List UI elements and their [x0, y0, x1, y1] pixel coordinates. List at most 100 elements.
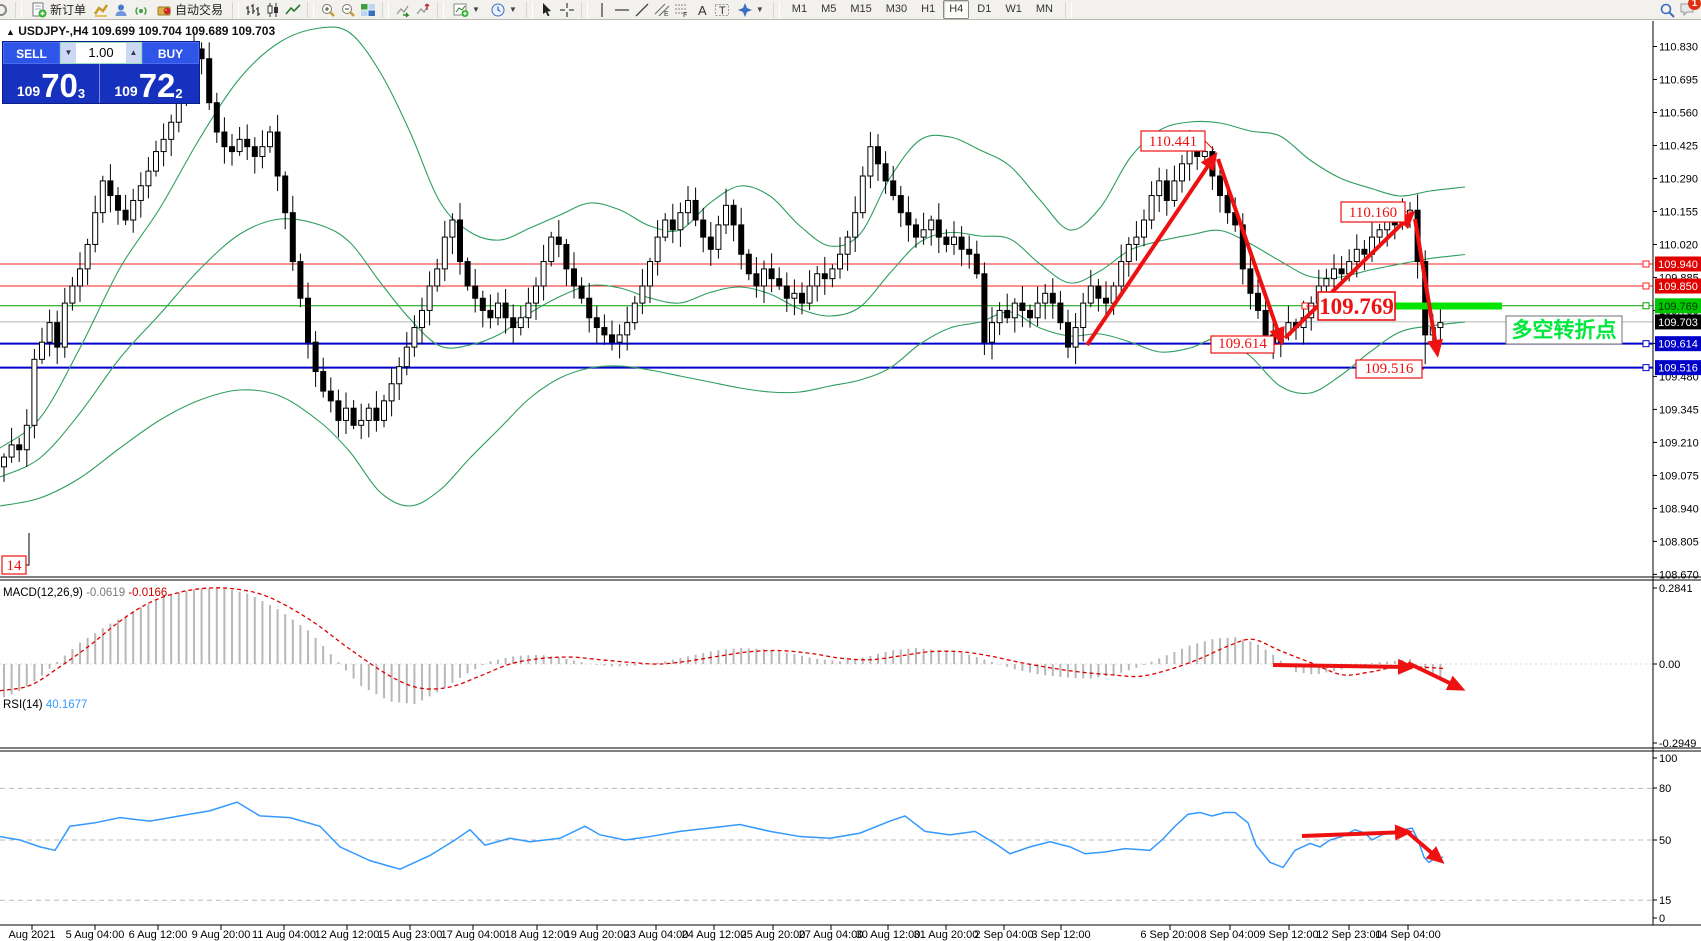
volume-down-button[interactable]: ▼ — [61, 43, 76, 63]
vertical-line-tool-icon[interactable] — [594, 2, 610, 18]
left-marker-text: 14 — [7, 558, 23, 574]
candle — [943, 229, 950, 253]
candle — [1437, 308, 1444, 343]
candle-body — [723, 204, 729, 226]
gold-chart-icon[interactable] — [93, 2, 109, 18]
zoom-in-icon[interactable] — [320, 2, 336, 18]
timeframe-button-h4[interactable]: H4 — [943, 0, 970, 19]
fibonacci-tool-icon[interactable]: F — [674, 2, 690, 19]
price-label-box[interactable] — [1210, 335, 1275, 354]
macd-trend-arrow[interactable] — [1407, 661, 1466, 691]
timeframe-button-m30[interactable]: M30 — [885, 3, 908, 15]
trend-arrow[interactable] — [1216, 158, 1285, 346]
time-tick-label: 27 Aug 04:00 — [799, 929, 864, 941]
buy-button[interactable]: BUY — [142, 42, 199, 64]
candle — [160, 123, 167, 167]
line-handle[interactable] — [1642, 282, 1650, 290]
new-order-button[interactable]: 新订单 — [28, 1, 89, 19]
volume-value[interactable]: 1.00 — [88, 45, 114, 60]
candle-body — [77, 268, 83, 287]
sell-price[interactable]: 109 70 3 — [3, 64, 100, 103]
price-label-box[interactable] — [1340, 201, 1406, 223]
horizontal-line-tool-icon[interactable] — [614, 2, 630, 18]
trend-arrow[interactable] — [1085, 152, 1218, 347]
candle — [502, 288, 509, 334]
candlestick-type-icon[interactable] — [265, 2, 281, 18]
notifications-button[interactable]: 1 — [1679, 0, 1701, 18]
rsi-trend-arrow[interactable] — [1301, 824, 1413, 841]
crosshair-icon[interactable] — [559, 2, 575, 18]
zoom-out-icon[interactable] — [340, 2, 356, 18]
price-label-box[interactable] — [1355, 359, 1423, 379]
candle-body — [419, 309, 425, 329]
candle — [1065, 309, 1071, 359]
candle-body — [1125, 243, 1132, 263]
line-handle[interactable] — [1642, 302, 1650, 310]
volume-up-button[interactable]: ▲ — [126, 43, 141, 63]
candle-body — [783, 285, 790, 299]
candle — [730, 199, 737, 242]
signal-icon[interactable] — [133, 2, 149, 18]
new-chart-button[interactable]: ▼ — [450, 1, 483, 19]
timeframe-button-m5[interactable]: M5 — [821, 3, 837, 15]
auto-scroll-icon[interactable] — [395, 2, 411, 18]
tile-windows-icon[interactable] — [360, 2, 376, 18]
candle-body — [282, 175, 289, 214]
rsi-trend-arrow[interactable] — [1403, 828, 1445, 864]
candle — [966, 235, 973, 269]
profiles-button[interactable]: ▼ — [487, 1, 520, 19]
autotrade-button[interactable]: 自动交易 — [153, 1, 226, 19]
text-label-tool-icon[interactable]: T — [714, 2, 730, 18]
price-label-text: 109.614 — [1218, 336, 1267, 352]
clipped-left-icon[interactable] — [0, 2, 9, 18]
cursor-icon[interactable] — [539, 2, 555, 18]
rsi-tick-label: 0 — [1659, 913, 1665, 925]
timeframe-button-m1[interactable]: M1 — [791, 3, 808, 15]
line-handle[interactable] — [1642, 364, 1650, 372]
time-tick-label: 12 Aug 12:00 — [315, 929, 380, 941]
candle — [388, 367, 395, 417]
line-chart-type-icon[interactable] — [285, 2, 301, 18]
timeframe-button-w1[interactable]: W1 — [1005, 3, 1022, 15]
note-box[interactable] — [1505, 315, 1623, 345]
big-price-label-box[interactable] — [1317, 291, 1396, 321]
profile-icon[interactable] — [113, 2, 129, 18]
candle-body — [654, 236, 661, 263]
macd-trend-arrow[interactable] — [1272, 658, 1416, 675]
candle-body — [525, 302, 532, 319]
candle-body — [449, 219, 456, 238]
candle-body — [700, 219, 707, 238]
search-icon[interactable] — [1659, 2, 1675, 18]
sell-button[interactable]: SELL — [3, 42, 60, 64]
dropdown-caret: ▼ — [755, 5, 764, 14]
candle-body — [1011, 302, 1018, 319]
candle-body — [745, 253, 752, 275]
trendline-tool-icon[interactable] — [634, 2, 650, 18]
equidistant-channel-icon[interactable]: E — [654, 2, 670, 18]
trend-arrow[interactable] — [1413, 218, 1443, 358]
candle — [609, 320, 615, 351]
arrows-tool-button[interactable]: ▼ — [734, 1, 767, 19]
trend-arrow[interactable] — [1283, 210, 1416, 340]
toolbar-separator — [232, 1, 240, 18]
timeframe-button-mn[interactable]: MN — [1035, 3, 1053, 15]
chart-shift-icon[interactable] — [415, 2, 431, 18]
candle — [814, 265, 821, 302]
timeframe-button-m15[interactable]: M15 — [850, 3, 872, 15]
line-handle[interactable] — [1642, 340, 1650, 348]
text-tool-icon[interactable]: A — [694, 2, 710, 18]
candle-body — [715, 224, 722, 250]
candle — [1019, 286, 1026, 328]
timeframe-button-h1[interactable]: H1 — [921, 3, 936, 15]
buy-price[interactable]: 109 72 2 — [100, 64, 197, 103]
candle-body — [601, 327, 608, 336]
timeframe-button-d1[interactable]: D1 — [977, 3, 992, 15]
candle — [411, 315, 418, 357]
left-marker-box[interactable] — [1, 555, 27, 575]
candle-body — [882, 163, 889, 182]
price-label-box[interactable] — [1140, 130, 1206, 152]
candle-body — [821, 273, 828, 280]
line-handle[interactable] — [1642, 260, 1650, 268]
bar-chart-type-icon[interactable] — [245, 2, 261, 18]
candle — [875, 134, 881, 181]
